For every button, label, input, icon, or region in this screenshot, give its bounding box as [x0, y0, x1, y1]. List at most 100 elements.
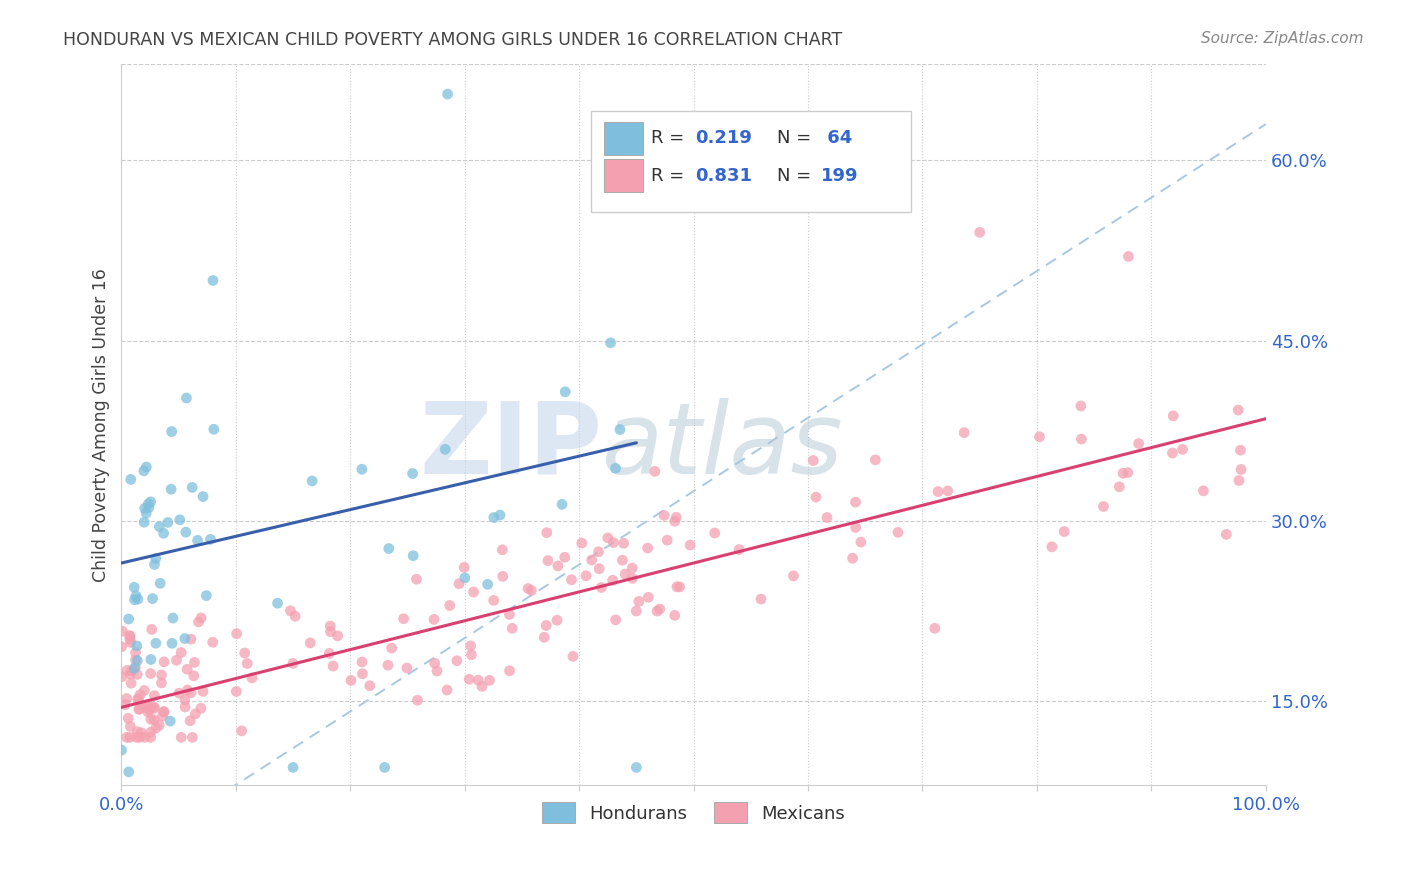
Point: [637, 591, 659, 605]
Text: N =: N =: [778, 167, 817, 185]
Point: [319, 624, 342, 639]
Point: [477, 577, 499, 591]
Point: [1070, 399, 1092, 413]
Point: [381, 641, 404, 656]
Point: [120, 667, 142, 681]
Point: [668, 580, 690, 594]
Point: [120, 719, 142, 733]
Point: [350, 462, 373, 476]
Point: [122, 580, 145, 594]
Point: [138, 702, 160, 716]
Point: [1070, 432, 1092, 446]
Point: [120, 676, 142, 690]
Point: [173, 632, 195, 646]
Point: [167, 686, 190, 700]
Point: [1161, 446, 1184, 460]
Point: [145, 636, 167, 650]
Point: [225, 684, 247, 698]
Point: [118, 764, 141, 779]
Point: [118, 629, 141, 643]
Point: [554, 384, 576, 399]
Point: [517, 582, 540, 596]
Point: [605, 613, 627, 627]
Point: [1215, 527, 1237, 541]
Point: [141, 623, 163, 637]
Point: [139, 652, 162, 666]
Point: [153, 705, 176, 719]
Point: [117, 711, 139, 725]
Point: [377, 658, 399, 673]
Point: [969, 226, 991, 240]
Point: [392, 612, 415, 626]
Point: [665, 580, 688, 594]
Point: [492, 569, 515, 583]
Point: [131, 725, 153, 739]
Point: [128, 702, 150, 716]
Point: [135, 506, 157, 520]
Point: [190, 701, 212, 715]
Point: [865, 453, 887, 467]
Point: [136, 705, 159, 719]
Point: [176, 662, 198, 676]
Point: [1227, 474, 1250, 488]
Point: [200, 533, 222, 547]
Point: [150, 676, 173, 690]
Point: [454, 571, 477, 585]
Point: [127, 667, 149, 681]
Point: [139, 495, 162, 509]
Point: [118, 731, 141, 745]
Point: [236, 657, 259, 671]
Point: [111, 670, 134, 684]
Point: [534, 618, 557, 632]
Point: [439, 599, 461, 613]
Point: [405, 572, 427, 586]
Point: [664, 514, 686, 528]
Point: [536, 525, 558, 540]
Point: [132, 464, 155, 478]
Point: [170, 731, 193, 745]
Point: [138, 500, 160, 515]
Point: [749, 592, 772, 607]
Point: [280, 604, 302, 618]
Point: [120, 635, 142, 649]
Point: [124, 653, 146, 667]
Point: [266, 596, 288, 610]
Text: 64: 64: [821, 129, 852, 147]
Point: [318, 647, 340, 661]
Point: [1230, 462, 1253, 476]
Point: [501, 621, 523, 635]
Point: [599, 335, 621, 350]
Point: [849, 535, 872, 549]
Point: [162, 611, 184, 625]
Point: [537, 553, 560, 567]
Point: [1163, 409, 1185, 423]
Point: [143, 701, 166, 715]
Point: [117, 612, 139, 626]
Point: [621, 571, 644, 585]
Point: [143, 700, 166, 714]
Point: [520, 583, 543, 598]
Point: [134, 515, 156, 529]
Point: [319, 619, 342, 633]
Point: [478, 673, 501, 688]
Point: [124, 646, 146, 660]
Point: [626, 760, 648, 774]
Point: [1118, 249, 1140, 263]
Point: [1092, 500, 1115, 514]
Point: [728, 542, 751, 557]
Point: [927, 484, 949, 499]
Text: ZIP: ZIP: [419, 398, 602, 495]
Point: [127, 654, 149, 668]
Point: [350, 655, 373, 669]
Point: [374, 760, 396, 774]
Point: [664, 608, 686, 623]
Point: [434, 442, 457, 457]
Point: [588, 545, 610, 559]
Point: [176, 683, 198, 698]
Point: [395, 661, 418, 675]
Text: 0.219: 0.219: [695, 129, 752, 147]
Point: [153, 705, 176, 719]
Point: [201, 635, 224, 649]
Point: [551, 497, 574, 511]
Point: [125, 731, 148, 745]
